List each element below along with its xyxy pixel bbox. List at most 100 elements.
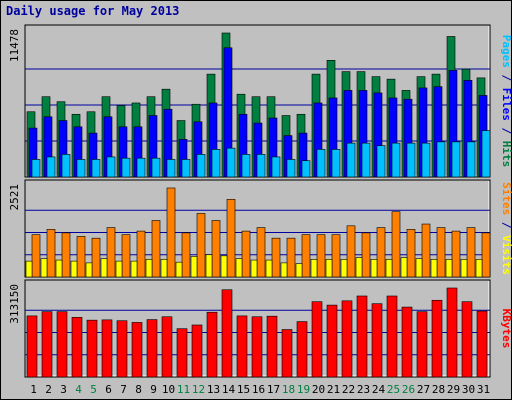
pages-bar-day-28 — [436, 141, 446, 178]
sites-bar-day-9 — [151, 220, 161, 278]
sites-bar-day-30 — [466, 227, 476, 278]
kbytes-bar-day-27 — [416, 311, 428, 378]
sites-bar-day-31 — [481, 232, 491, 278]
day-label-17: 17 — [267, 383, 280, 396]
pages-bar-day-24 — [376, 145, 386, 178]
kbytes-bar-day-22 — [341, 300, 353, 378]
day-label-30: 30 — [462, 383, 475, 396]
pages-bar-day-14 — [226, 147, 236, 178]
pages-bar-day-4 — [76, 159, 86, 178]
visits-bar-day-17 — [265, 259, 273, 278]
pages-bar-day-13 — [211, 149, 221, 178]
pages-bar-day-30 — [466, 141, 476, 178]
visits-bar-day-6 — [100, 258, 108, 278]
sites-bar-day-17 — [271, 237, 281, 278]
y-max-label-panel-1: 11478 — [8, 29, 21, 62]
day-label-7: 7 — [120, 383, 127, 396]
pages-bar-day-6 — [106, 156, 116, 178]
day-label-9: 9 — [150, 383, 157, 396]
kbytes-bar-day-8 — [131, 322, 143, 378]
day-label-21: 21 — [327, 383, 340, 396]
visits-bar-day-29 — [445, 259, 453, 278]
kbytes-bar-day-1 — [26, 315, 38, 378]
pages-bar-day-22 — [346, 142, 356, 178]
day-label-28: 28 — [432, 383, 445, 396]
day-label-27: 27 — [417, 383, 430, 396]
day-label-3: 3 — [60, 383, 67, 396]
sites-bar-day-16 — [256, 227, 266, 278]
day-label-2: 2 — [45, 383, 52, 396]
pages-bar-day-7 — [121, 157, 131, 178]
pages-bar-day-5 — [91, 159, 101, 178]
visits-bar-day-10 — [160, 259, 168, 278]
kbytes-bar-day-2 — [41, 311, 53, 378]
pages-bar-day-3 — [61, 154, 71, 178]
legend-kbytes: KBytes — [500, 309, 512, 349]
visits-bar-day-27 — [415, 258, 423, 278]
sites-bar-day-29 — [451, 230, 461, 278]
chart-title: Daily usage for May 2013 — [6, 4, 180, 18]
day-label-16: 16 — [252, 383, 265, 396]
visits-bar-day-25 — [385, 259, 393, 278]
kbytes-bar-day-6 — [101, 319, 113, 378]
sites-bar-day-19 — [301, 234, 311, 278]
visits-bar-day-9 — [145, 259, 153, 278]
sites-bar-day-8 — [136, 230, 146, 278]
visits-bar-day-30 — [460, 259, 468, 278]
visits-bar-day-23 — [355, 257, 363, 278]
kbytes-bar-day-3 — [56, 311, 68, 378]
pages-bar-day-27 — [421, 142, 431, 178]
sites-bar-day-27 — [421, 223, 431, 278]
visits-bar-day-4 — [70, 260, 78, 278]
kbytes-bar-day-12 — [191, 324, 203, 378]
visits-bar-day-15 — [235, 258, 243, 278]
day-label-18: 18 — [282, 383, 295, 396]
sites-bar-day-24 — [376, 227, 386, 278]
y-max-label-panel-2: 2521 — [8, 184, 21, 211]
kbytes-bar-day-25 — [386, 295, 398, 378]
sites-bar-day-20 — [316, 234, 326, 278]
sites-bar-day-26 — [406, 229, 416, 278]
kbytes-bar-day-18 — [281, 329, 293, 378]
kbytes-bar-day-15 — [236, 315, 248, 378]
pages-bar-day-11 — [181, 159, 191, 178]
day-label-5: 5 — [90, 383, 97, 396]
legend-hits-files-pages: Pages / Files / Hits — [500, 35, 512, 168]
visits-bar-day-31 — [475, 259, 483, 278]
pages-bar-day-29 — [451, 141, 461, 178]
visits-bar-day-2 — [40, 258, 48, 278]
legend-sites-visits-seg-1: / — [500, 215, 512, 235]
day-label-22: 22 — [342, 383, 355, 396]
kbytes-bar-day-13 — [206, 311, 218, 378]
legend-hits-files-pages-seg-4: Hits — [500, 141, 512, 168]
pages-bar-day-2 — [46, 156, 56, 178]
day-label-25: 25 — [387, 383, 400, 396]
sites-bar-day-3 — [61, 232, 71, 278]
kbytes-bar-day-23 — [356, 295, 368, 378]
kbytes-bar-day-7 — [116, 320, 128, 378]
day-label-15: 15 — [237, 383, 250, 396]
visits-bar-day-28 — [430, 259, 438, 278]
sites-bar-day-6 — [106, 227, 116, 278]
legend-kbytes-seg-0: KBytes — [500, 309, 512, 349]
kbytes-bar-day-30 — [461, 301, 473, 378]
visits-bar-day-18 — [280, 262, 288, 278]
kbytes-bar-day-19 — [296, 321, 308, 378]
sites-bar-day-11 — [181, 232, 191, 278]
legend-hits-files-pages-seg-0: Pages — [500, 35, 512, 68]
visits-bar-day-13 — [205, 254, 213, 278]
sites-bar-day-18 — [286, 237, 296, 278]
sites-bar-day-5 — [91, 237, 101, 278]
pages-bar-day-10 — [166, 159, 176, 178]
kbytes-bar-day-28 — [431, 299, 443, 378]
visits-bar-day-21 — [325, 259, 333, 278]
pages-bar-day-26 — [406, 142, 416, 178]
pages-bar-day-18 — [286, 159, 296, 178]
visits-bar-day-20 — [310, 259, 318, 278]
kbytes-bar-day-11 — [176, 328, 188, 378]
day-label-11: 11 — [177, 383, 190, 396]
kbytes-bar-day-17 — [266, 315, 278, 378]
visits-bar-day-14 — [220, 255, 228, 278]
sites-bar-day-22 — [346, 225, 356, 278]
pages-bar-day-25 — [391, 142, 401, 178]
